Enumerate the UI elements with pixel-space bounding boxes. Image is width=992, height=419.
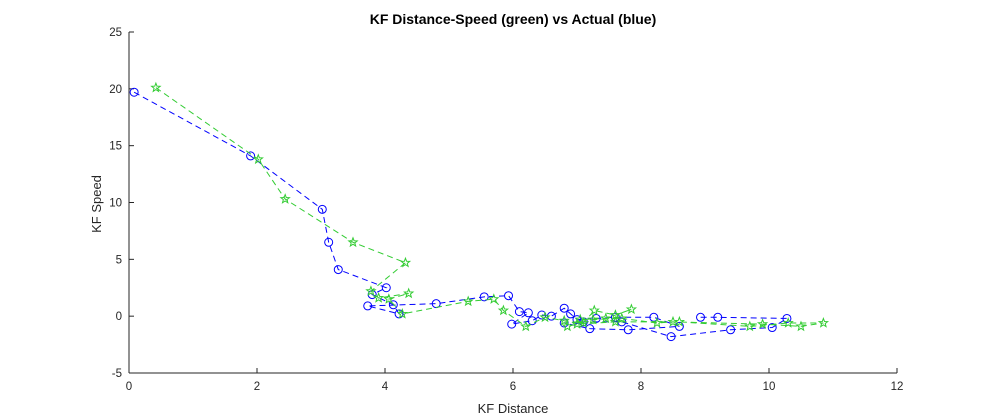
- y-tick-label: 10: [109, 198, 122, 210]
- data-point: [497, 304, 510, 316]
- data-point: [674, 321, 684, 331]
- data-point: [279, 193, 291, 204]
- data-point: [588, 304, 600, 316]
- data-point: [558, 314, 570, 326]
- series-2: [150, 81, 830, 332]
- x-tick-label: 6: [510, 381, 516, 393]
- data-point: [462, 295, 474, 307]
- y-tick-label: 5: [116, 254, 122, 266]
- data-point: [559, 303, 569, 313]
- data-point: [616, 312, 628, 324]
- data-point: [246, 151, 256, 161]
- data-point: [403, 287, 415, 299]
- data-point: [574, 313, 586, 325]
- x-tick-label: 0: [126, 381, 132, 393]
- data-point: [504, 291, 514, 301]
- data-point: [383, 293, 395, 304]
- data-point: [767, 323, 777, 333]
- data-point: [150, 81, 162, 93]
- data-point: [372, 292, 385, 303]
- data-point: [609, 315, 622, 327]
- data-point: [587, 313, 599, 325]
- data-point: [666, 332, 676, 342]
- data-point: [673, 315, 686, 327]
- data-point: [566, 309, 576, 319]
- y-axis-label: KF Speed: [89, 175, 104, 233]
- data-point: [252, 153, 264, 165]
- x-tick-label: 4: [382, 381, 389, 393]
- data-point: [756, 318, 769, 329]
- data-point: [479, 292, 489, 302]
- y-tick-label: 20: [109, 84, 122, 96]
- data-point: [539, 311, 551, 323]
- x-axis-label: KF Distance: [478, 401, 549, 416]
- data-point: [623, 325, 633, 335]
- data-point: [561, 320, 574, 332]
- y-tick-label: 15: [109, 141, 122, 153]
- data-point: [585, 324, 595, 334]
- series-line: [155, 87, 824, 327]
- data-point: [514, 307, 524, 317]
- data-point: [817, 317, 830, 328]
- y-tick-label: 0: [116, 311, 122, 323]
- data-point: [571, 318, 583, 329]
- data-point: [347, 236, 359, 248]
- x-tick-label: 12: [891, 381, 904, 393]
- data-point: [363, 301, 373, 311]
- data-point: [520, 320, 532, 332]
- y-tick-label: -5: [112, 368, 122, 380]
- chart-title: KF Distance-Speed (green) vs Actual (blu…: [370, 11, 657, 27]
- x-tick-label: 2: [254, 381, 260, 393]
- y-tick-label: 25: [109, 27, 122, 39]
- data-point: [365, 285, 377, 296]
- series-line: [133, 91, 789, 338]
- data-point: [600, 312, 612, 324]
- x-tick-label: 10: [763, 381, 776, 393]
- data-point: [527, 316, 537, 326]
- data-point: [333, 265, 343, 275]
- axis-ticks: 0 2 4 6 8 10 12 -5 0 5 10 15 20 25: [109, 27, 903, 393]
- plot-axes: 0 2 4 6 8 10 12 -5 0 5 10 15 20 25: [109, 27, 903, 393]
- data-point: [782, 313, 792, 323]
- data-point: [523, 308, 533, 318]
- data-point: [399, 256, 412, 268]
- data-point: [317, 204, 327, 214]
- data-point: [396, 307, 408, 319]
- data-point: [381, 283, 391, 293]
- x-tick-label: 8: [638, 381, 644, 393]
- data-point: [129, 87, 139, 97]
- data-point: [507, 319, 517, 329]
- data-point: [388, 300, 398, 310]
- data-point: [782, 317, 794, 328]
- data-point: [696, 312, 706, 322]
- data-point: [726, 325, 736, 335]
- series-layer: [129, 81, 830, 342]
- data-point: [651, 317, 663, 328]
- data-point: [324, 237, 334, 247]
- data-point: [713, 312, 723, 322]
- data-point: [625, 303, 638, 315]
- data-point: [795, 320, 807, 332]
- data-point: [488, 293, 500, 304]
- data-point: [744, 320, 756, 332]
